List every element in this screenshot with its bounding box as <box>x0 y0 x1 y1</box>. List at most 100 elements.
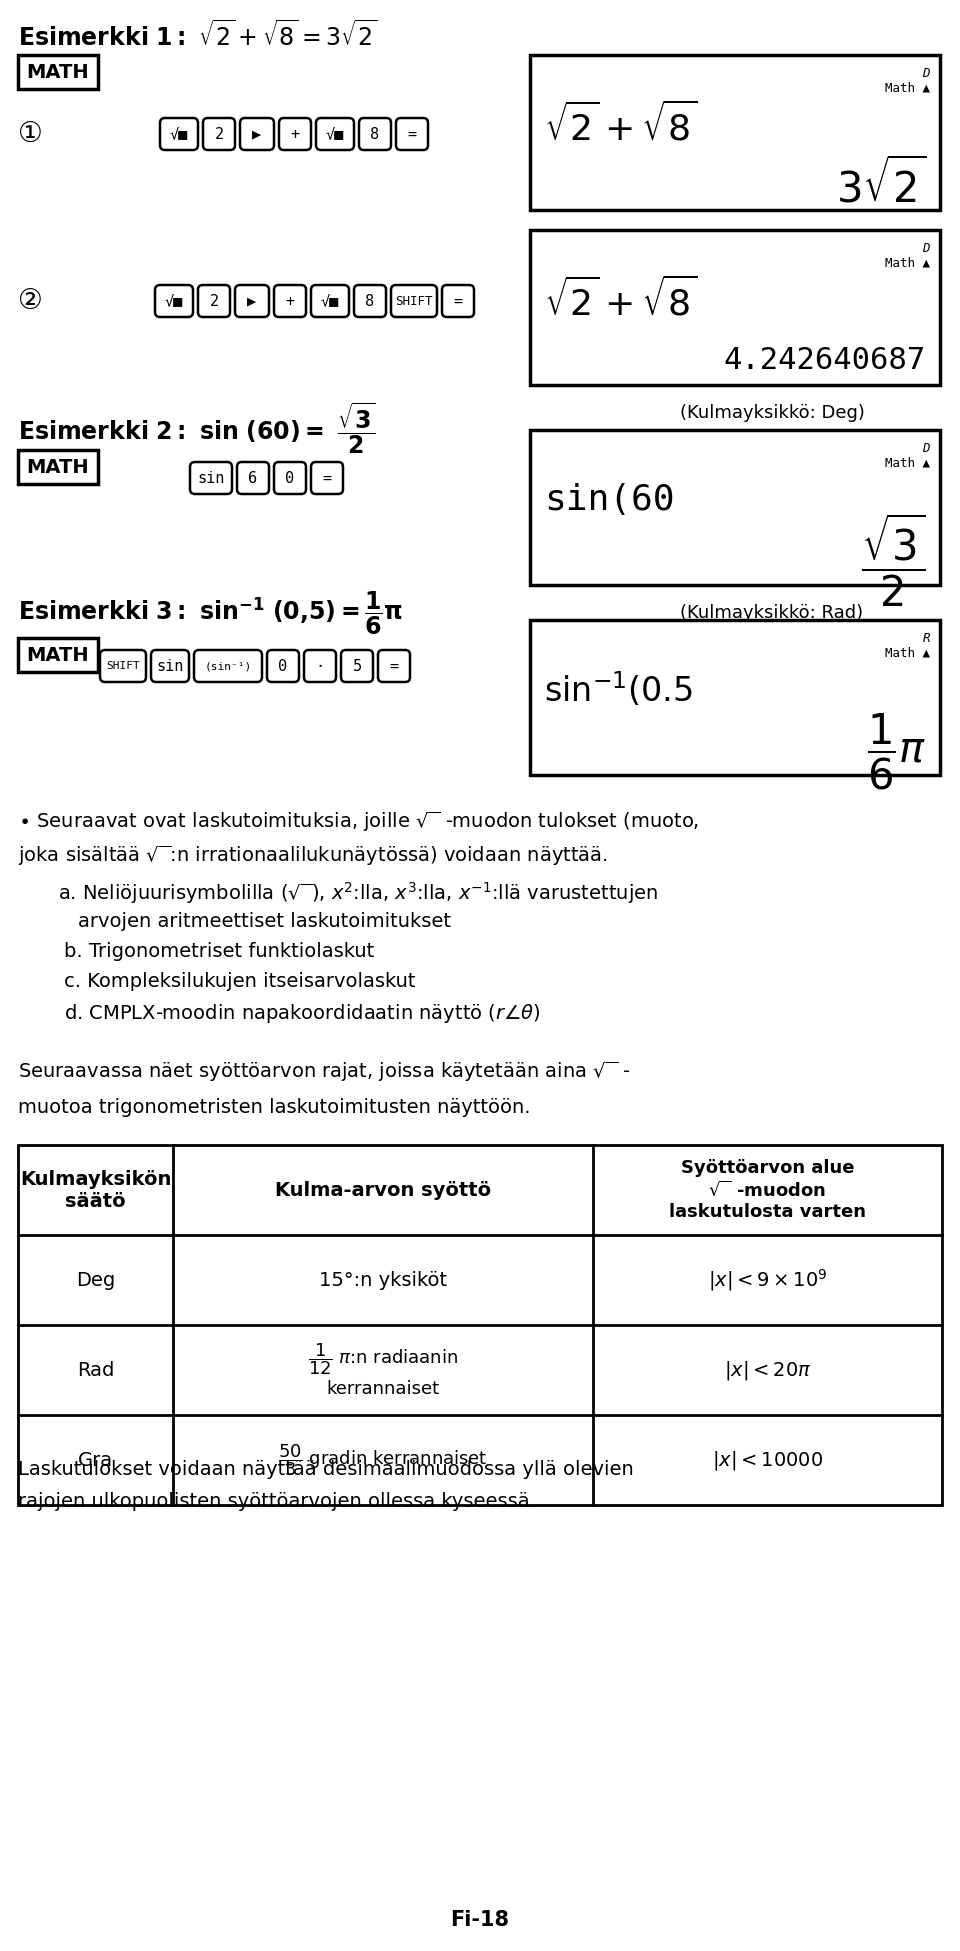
FancyBboxPatch shape <box>274 462 306 494</box>
Text: ①: ① <box>17 121 42 148</box>
Text: 2: 2 <box>214 127 224 142</box>
Text: d. CMPLX-moodin napakoordidaatin näyttö ($r\angle\theta$): d. CMPLX-moodin napakoordidaatin näyttö … <box>64 1003 540 1024</box>
Text: muotoa trigonometristen laskutoimitusten näyttöön.: muotoa trigonometristen laskutoimitusten… <box>18 1098 531 1118</box>
Text: =: = <box>390 659 398 673</box>
Text: $\dfrac{\sqrt{3}}{2}$: $\dfrac{\sqrt{3}}{2}$ <box>861 511 926 609</box>
FancyBboxPatch shape <box>237 462 269 494</box>
Text: $3\sqrt{2}$: $3\sqrt{2}$ <box>835 158 926 211</box>
Text: √■: √■ <box>325 127 344 142</box>
Text: 15°:n yksiköt: 15°:n yksiköt <box>319 1270 447 1290</box>
Bar <box>530 429 940 585</box>
Text: SHIFT: SHIFT <box>107 661 140 671</box>
FancyBboxPatch shape <box>160 117 198 150</box>
FancyBboxPatch shape <box>396 117 428 150</box>
Text: $\dfrac{1}{12}$ $\pi$:n radiaanin
kerrannaiset: $\dfrac{1}{12}$ $\pi$:n radiaanin kerran… <box>308 1342 458 1399</box>
Text: $|x| < 10000$: $|x| < 10000$ <box>712 1448 823 1471</box>
FancyBboxPatch shape <box>316 117 354 150</box>
Text: a. Neliöjuurisymbolilla ($\sqrt{\ }$), $x^2$:lla, $x^3$:lla, $x^{-1}$:llä varust: a. Neliöjuurisymbolilla ($\sqrt{\ }$), $… <box>58 880 659 905</box>
Bar <box>18 638 98 671</box>
FancyBboxPatch shape <box>311 462 343 494</box>
Text: (Kulmayksikkö: Rad): (Kulmayksikkö: Rad) <box>680 605 863 622</box>
Text: MATH: MATH <box>27 646 89 665</box>
Text: (sin⁻¹): (sin⁻¹) <box>204 661 252 671</box>
Text: ·: · <box>316 659 324 673</box>
Text: Laskutulokset voidaan näyttää desimaalimuodossa yllä olevien: Laskutulokset voidaan näyttää desimaalim… <box>18 1459 634 1479</box>
Text: Deg: Deg <box>76 1270 115 1290</box>
Text: MATH: MATH <box>27 62 89 82</box>
Text: D: D <box>923 443 930 455</box>
Text: Math ▲: Math ▲ <box>885 457 930 468</box>
Bar <box>530 55 940 211</box>
Text: b. Trigonometriset funktiolaskut: b. Trigonometriset funktiolaskut <box>64 942 374 962</box>
Bar <box>530 230 940 384</box>
Text: $\sqrt{2}+\sqrt{8}$: $\sqrt{2}+\sqrt{8}$ <box>544 277 698 322</box>
Text: MATH: MATH <box>27 457 89 476</box>
Text: SHIFT: SHIFT <box>396 295 433 308</box>
Text: D: D <box>923 66 930 80</box>
Text: $|x| < 20\pi$: $|x| < 20\pi$ <box>724 1358 811 1381</box>
Text: rajojen ulkopuolisten syöttöarvojen ollessa kyseessä.: rajojen ulkopuolisten syöttöarvojen olle… <box>18 1493 536 1510</box>
Text: +: + <box>291 127 300 142</box>
Text: 8: 8 <box>366 293 374 308</box>
Bar <box>18 1145 942 1504</box>
Text: R: R <box>923 632 930 646</box>
Text: $\mathrm{sin^{-1}(0.5}$: $\mathrm{sin^{-1}(0.5}$ <box>544 671 693 710</box>
Text: Kulma-arvon syöttö: Kulma-arvon syöttö <box>275 1180 492 1200</box>
FancyBboxPatch shape <box>203 117 235 150</box>
Text: 0: 0 <box>278 659 288 673</box>
Text: +: + <box>285 293 295 308</box>
Text: ②: ② <box>17 287 42 314</box>
Text: $\sqrt{2}+\sqrt{8}$: $\sqrt{2}+\sqrt{8}$ <box>544 101 698 148</box>
Text: =: = <box>323 470 331 486</box>
FancyBboxPatch shape <box>198 285 230 316</box>
FancyBboxPatch shape <box>190 462 232 494</box>
FancyBboxPatch shape <box>240 117 274 150</box>
FancyBboxPatch shape <box>100 650 146 683</box>
Text: $\dfrac{50}{3}$ gradin kerrannaiset: $\dfrac{50}{3}$ gradin kerrannaiset <box>278 1442 488 1477</box>
Text: ▶: ▶ <box>248 293 256 308</box>
Text: arvojen aritmeettiset laskutoimitukset: arvojen aritmeettiset laskutoimitukset <box>78 911 451 931</box>
Text: $\mathbf{Esimerkki\ 1:}\ \sqrt{2}+\sqrt{8}=3\sqrt{2}$: $\mathbf{Esimerkki\ 1:}\ \sqrt{2}+\sqrt{… <box>18 20 377 51</box>
Text: Seuraavassa näet syöttöarvon rajat, joissa käytetään aina $\sqrt{\ }$ -: Seuraavassa näet syöttöarvon rajat, jois… <box>18 1059 631 1085</box>
Text: c. Kompleksilukujen itseisarvolaskut: c. Kompleksilukujen itseisarvolaskut <box>64 972 416 991</box>
Bar <box>18 451 98 484</box>
FancyBboxPatch shape <box>442 285 474 316</box>
FancyBboxPatch shape <box>279 117 311 150</box>
Bar <box>18 55 98 90</box>
Text: joka sisältää $\sqrt{\ }$:n irrationaalilukunäytössä) voidaan näyttää.: joka sisältää $\sqrt{\ }$:n irrationaali… <box>18 845 608 868</box>
FancyBboxPatch shape <box>151 650 189 683</box>
Text: Math ▲: Math ▲ <box>885 82 930 94</box>
Text: Gra: Gra <box>78 1450 113 1469</box>
Bar <box>530 620 940 775</box>
Text: Math ▲: Math ▲ <box>885 646 930 659</box>
Text: =: = <box>453 293 463 308</box>
Text: ▶: ▶ <box>252 127 261 142</box>
Text: √■: √■ <box>165 293 183 308</box>
Text: Math ▲: Math ▲ <box>885 256 930 269</box>
Text: (Kulmayksikkö: Deg): (Kulmayksikkö: Deg) <box>680 404 865 421</box>
Text: sin: sin <box>198 470 225 486</box>
FancyBboxPatch shape <box>267 650 299 683</box>
Text: 6: 6 <box>249 470 257 486</box>
Text: 8: 8 <box>371 127 379 142</box>
Text: 2: 2 <box>209 293 219 308</box>
FancyBboxPatch shape <box>311 285 349 316</box>
Text: $\mathbf{Esimerkki\ 3:}$ $\mathbf{sin^{-1}\ (0{,}5) = \dfrac{1}{6}\pi}$: $\mathbf{Esimerkki\ 3:}$ $\mathbf{sin^{-… <box>18 589 403 638</box>
Text: $|x| < 9 \times 10^9$: $|x| < 9 \times 10^9$ <box>708 1266 828 1294</box>
FancyBboxPatch shape <box>341 650 373 683</box>
FancyBboxPatch shape <box>194 650 262 683</box>
FancyBboxPatch shape <box>391 285 437 316</box>
Text: =: = <box>407 127 417 142</box>
Text: sin(60: sin(60 <box>544 484 675 517</box>
FancyBboxPatch shape <box>235 285 269 316</box>
Text: 0: 0 <box>285 470 295 486</box>
Text: Fi-18: Fi-18 <box>450 1910 510 1930</box>
FancyBboxPatch shape <box>354 285 386 316</box>
Text: $\bullet$ Seuraavat ovat laskutoimituksia, joille $\sqrt{\ }$ -muodon tulokset (: $\bullet$ Seuraavat ovat laskutoimituksi… <box>18 810 699 835</box>
Text: Rad: Rad <box>77 1360 114 1379</box>
Text: Kulmayksikön
säätö: Kulmayksikön säätö <box>20 1169 171 1210</box>
Text: D: D <box>923 242 930 256</box>
Text: $\mathbf{Esimerkki\ 2:}$ $\mathbf{sin\ (60) =}$ $\mathbf{\dfrac{\sqrt{3}}{2}}$: $\mathbf{Esimerkki\ 2:}$ $\mathbf{sin\ (… <box>18 400 375 457</box>
Text: √■: √■ <box>321 293 339 308</box>
FancyBboxPatch shape <box>304 650 336 683</box>
